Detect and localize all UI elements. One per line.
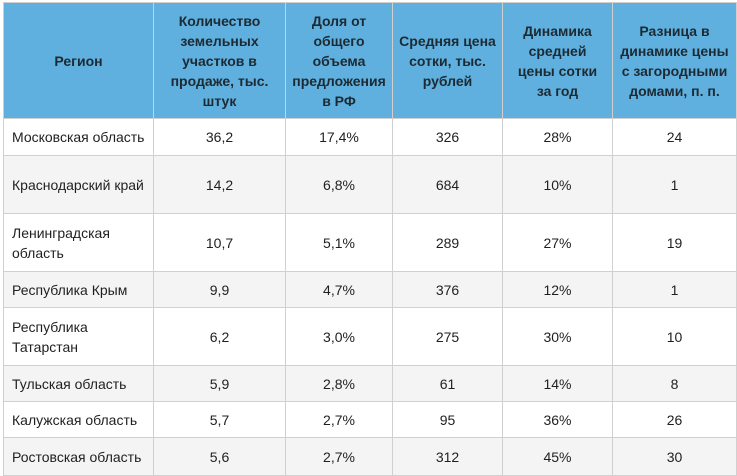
cell-region: Тульская область — [3, 365, 154, 402]
table-row: Республика Крым 9,9 4,7% 376 12% 1 — [3, 271, 737, 308]
cell-region: Ростовская область — [3, 437, 154, 476]
cell-price: 95 — [392, 401, 503, 438]
cell-diff: 1 — [612, 271, 737, 308]
cell-price: 326 — [392, 118, 503, 156]
cell-share: 2,7% — [285, 437, 393, 476]
cell-diff: 30 — [612, 437, 737, 476]
cell-share: 17,4% — [285, 118, 393, 156]
header-price-dynamics: Динамика средней цены сотки за год — [502, 2, 613, 119]
table-row: Тульская область 5,9 2,8% 61 14% 8 — [3, 365, 737, 402]
header-plot-count: Количество земельных участков в продаже,… — [153, 2, 286, 119]
cell-diff: 1 — [612, 155, 737, 214]
table-header-row: Регион Количество земельных участков в п… — [3, 2, 737, 119]
cell-region: Республика Крым — [3, 271, 154, 308]
cell-count: 10,7 — [153, 213, 286, 272]
cell-count: 14,2 — [153, 155, 286, 214]
cell-share: 6,8% — [285, 155, 393, 214]
cell-dynamics: 12% — [502, 271, 613, 308]
cell-diff: 24 — [612, 118, 737, 156]
cell-region: Московская область — [3, 118, 154, 156]
cell-region: Краснодарский край — [3, 155, 154, 214]
cell-dynamics: 28% — [502, 118, 613, 156]
cell-price: 312 — [392, 437, 503, 476]
cell-count: 6,2 — [153, 307, 286, 366]
table-row: Московская область 36,2 17,4% 326 28% 24 — [3, 118, 737, 156]
cell-dynamics: 36% — [502, 401, 613, 438]
cell-region: Республика Татарстан — [3, 307, 154, 366]
cell-dynamics: 30% — [502, 307, 613, 366]
cell-price: 684 — [392, 155, 503, 214]
header-avg-price: Средняя цена сотки, тыс. рублей — [392, 2, 503, 119]
cell-price: 275 — [392, 307, 503, 366]
cell-price: 289 — [392, 213, 503, 272]
cell-price: 61 — [392, 365, 503, 402]
land-plots-table: Регион Количество земельных участков в п… — [3, 2, 737, 476]
cell-dynamics: 45% — [502, 437, 613, 476]
cell-diff: 8 — [612, 365, 737, 402]
cell-share: 2,7% — [285, 401, 393, 438]
cell-count: 9,9 — [153, 271, 286, 308]
cell-share: 4,7% — [285, 271, 393, 308]
table-row: Краснодарский край 14,2 6,8% 684 10% 1 — [3, 155, 737, 214]
cell-share: 5,1% — [285, 213, 393, 272]
cell-dynamics: 10% — [502, 155, 613, 214]
cell-region: Ленинградская область — [3, 213, 154, 272]
cell-dynamics: 27% — [502, 213, 613, 272]
table-row: Республика Татарстан 6,2 3,0% 275 30% 10 — [3, 307, 737, 366]
table-row: Ростовская область 5,6 2,7% 312 45% 30 — [3, 437, 737, 476]
cell-region: Калужская область — [3, 401, 154, 438]
cell-diff: 19 — [612, 213, 737, 272]
cell-dynamics: 14% — [502, 365, 613, 402]
header-dynamics-diff: Разница в динамике цены с загородными до… — [612, 2, 737, 119]
header-share: Доля от общего объема предложения в РФ — [285, 2, 393, 119]
table-row: Калужская область 5,7 2,7% 95 36% 26 — [3, 401, 737, 438]
cell-price: 376 — [392, 271, 503, 308]
cell-diff: 10 — [612, 307, 737, 366]
header-region: Регион — [3, 2, 154, 119]
cell-count: 5,9 — [153, 365, 286, 402]
cell-diff: 26 — [612, 401, 737, 438]
cell-count: 5,6 — [153, 437, 286, 476]
cell-share: 3,0% — [285, 307, 393, 366]
cell-share: 2,8% — [285, 365, 393, 402]
table-row: Ленинградская область 10,7 5,1% 289 27% … — [3, 213, 737, 272]
cell-count: 5,7 — [153, 401, 286, 438]
cell-count: 36,2 — [153, 118, 286, 156]
